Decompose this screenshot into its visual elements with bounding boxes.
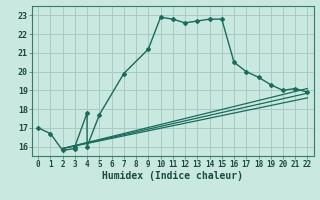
X-axis label: Humidex (Indice chaleur): Humidex (Indice chaleur)	[102, 171, 243, 181]
